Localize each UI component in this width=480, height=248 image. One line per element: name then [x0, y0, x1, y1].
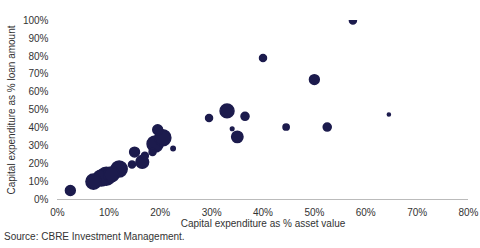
svg-text:50%: 50%: [304, 207, 324, 218]
svg-text:40%: 40%: [253, 207, 273, 218]
svg-text:60%: 60%: [28, 86, 48, 97]
svg-text:10%: 10%: [99, 207, 119, 218]
svg-text:20%: 20%: [28, 158, 48, 169]
svg-text:90%: 90%: [28, 33, 48, 44]
svg-text:80%: 80%: [458, 207, 478, 218]
svg-text:0%: 0%: [50, 207, 65, 218]
svg-text:70%: 70%: [407, 207, 427, 218]
svg-text:70%: 70%: [28, 68, 48, 79]
svg-text:0%: 0%: [34, 194, 49, 205]
svg-text:30%: 30%: [202, 207, 222, 218]
svg-text:30%: 30%: [28, 140, 48, 151]
svg-text:10%: 10%: [28, 176, 48, 187]
svg-text:20%: 20%: [150, 207, 170, 218]
svg-text:60%: 60%: [356, 207, 376, 218]
svg-text:Capital expenditure as % asset: Capital expenditure as % asset value: [181, 218, 346, 229]
svg-text:Capital expenditure as % loan: Capital expenditure as % loan amount: [6, 25, 17, 194]
svg-text:50%: 50%: [28, 104, 48, 115]
svg-text:40%: 40%: [28, 122, 48, 133]
svg-text:80%: 80%: [28, 51, 48, 62]
html-text:Source: CBRE Investment Manage: Source: CBRE Investment Management.: [4, 231, 185, 242]
svg-text:100%: 100%: [23, 15, 49, 26]
